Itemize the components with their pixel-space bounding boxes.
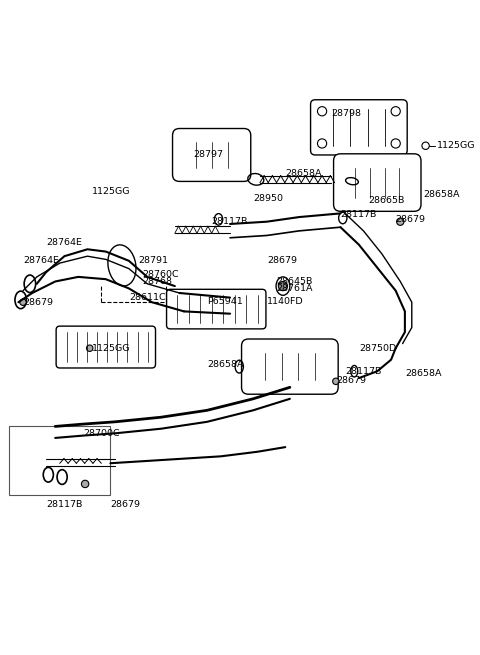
Text: 1125GG: 1125GG <box>92 187 131 196</box>
Text: 28761A: 28761A <box>276 284 312 293</box>
Text: 1125GG: 1125GG <box>92 344 131 352</box>
FancyBboxPatch shape <box>334 154 421 212</box>
Text: 28798: 28798 <box>331 109 361 118</box>
Text: 28791: 28791 <box>138 256 168 265</box>
Text: 28764E: 28764E <box>46 238 82 247</box>
Circle shape <box>333 378 339 384</box>
Text: 28764E: 28764E <box>23 256 59 265</box>
Text: 28117B: 28117B <box>345 367 382 376</box>
Text: 28679: 28679 <box>396 215 426 224</box>
FancyBboxPatch shape <box>241 339 338 394</box>
Text: 28700C: 28700C <box>83 429 120 438</box>
Circle shape <box>86 345 93 352</box>
Text: P65941: P65941 <box>207 297 243 306</box>
Circle shape <box>396 218 404 225</box>
Text: 28679: 28679 <box>336 376 366 385</box>
FancyBboxPatch shape <box>311 100 407 155</box>
FancyBboxPatch shape <box>172 128 251 181</box>
Text: 28658A: 28658A <box>285 169 322 178</box>
Text: 1125GG: 1125GG <box>437 141 476 150</box>
Text: 28679: 28679 <box>110 500 141 509</box>
Text: 28665B: 28665B <box>368 196 405 206</box>
Text: 28797: 28797 <box>193 151 223 159</box>
Text: 28658A: 28658A <box>405 369 442 378</box>
Text: 28117B: 28117B <box>340 210 377 219</box>
Text: 28645B: 28645B <box>276 277 312 286</box>
Text: 28760C: 28760C <box>143 270 179 279</box>
Text: 1140FD: 1140FD <box>267 297 303 306</box>
Text: 28117B: 28117B <box>212 217 248 226</box>
Text: 28950: 28950 <box>253 194 283 203</box>
Circle shape <box>20 299 26 305</box>
Text: 28679: 28679 <box>23 297 53 307</box>
FancyBboxPatch shape <box>167 290 266 329</box>
Text: 28658A: 28658A <box>423 189 460 198</box>
Text: 28117B: 28117B <box>46 500 83 509</box>
Text: 28768: 28768 <box>143 277 173 286</box>
Text: 28658A: 28658A <box>207 360 243 369</box>
Circle shape <box>278 282 288 291</box>
Bar <box>9 426 110 495</box>
Text: 28750D: 28750D <box>359 344 396 352</box>
FancyBboxPatch shape <box>56 326 156 368</box>
Text: 28611C: 28611C <box>129 293 166 302</box>
Text: 28679: 28679 <box>267 256 297 265</box>
Circle shape <box>82 480 89 487</box>
